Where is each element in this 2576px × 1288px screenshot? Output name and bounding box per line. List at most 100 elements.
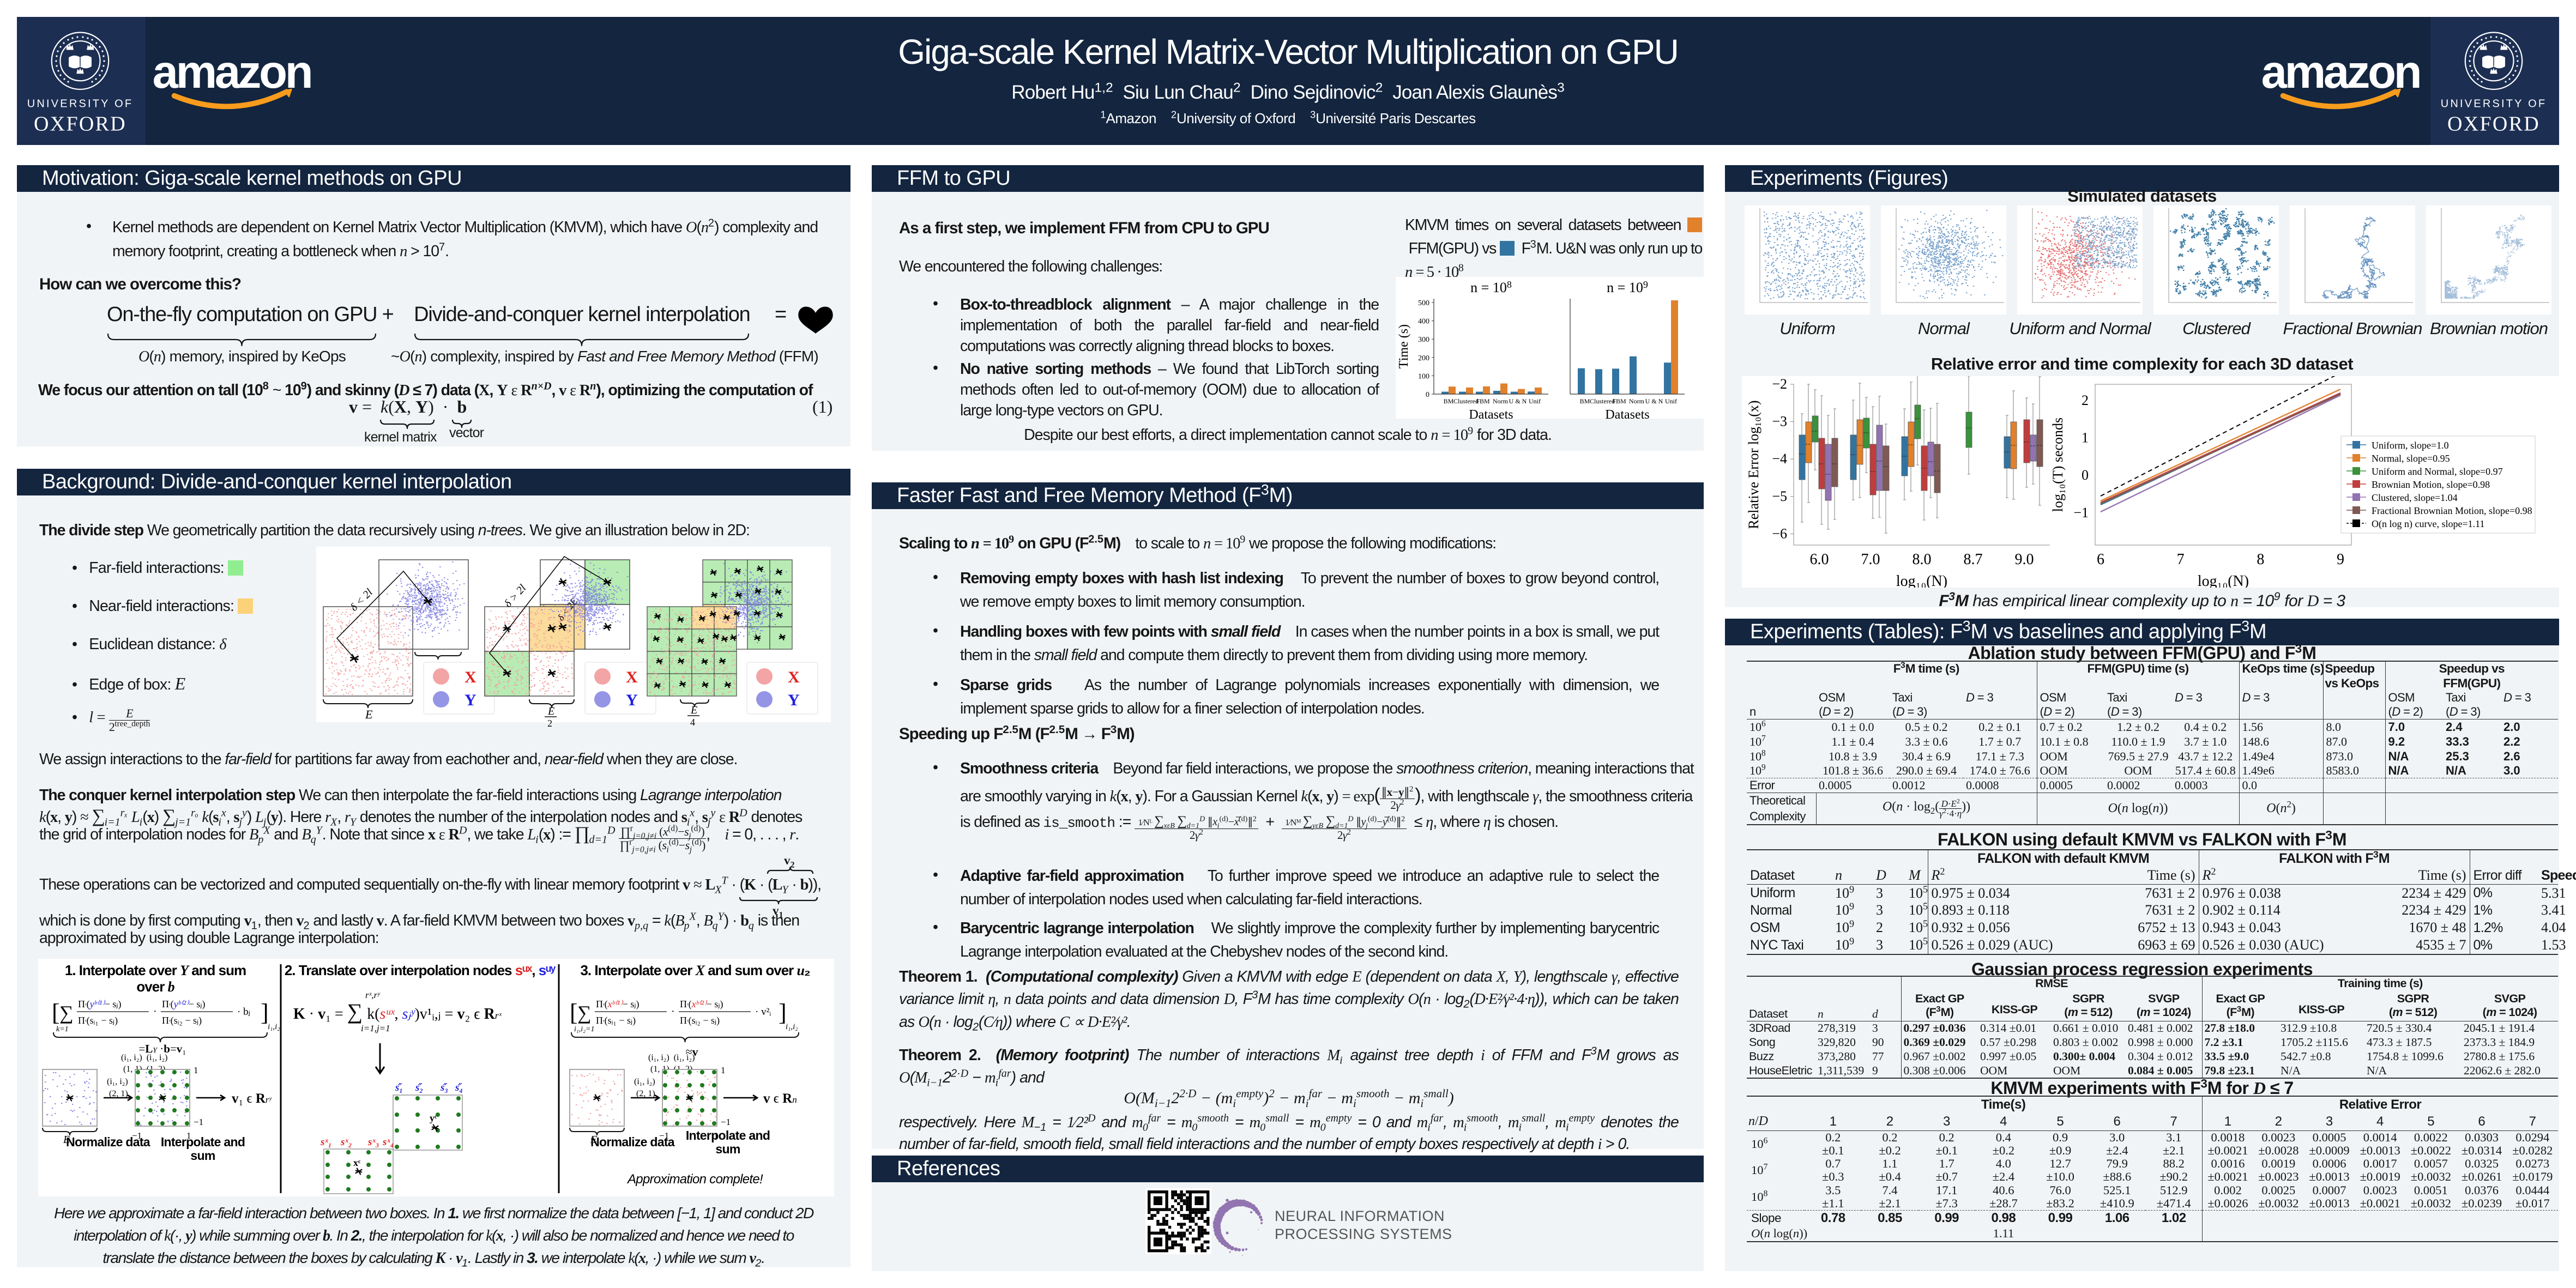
svg-text:O(n log n) curve, slope=1.11: O(n log n) curve, slope=1.11 xyxy=(2372,518,2484,530)
svg-text:−1: −1 xyxy=(194,1117,203,1127)
svg-text:Interpolate and: Interpolate and xyxy=(161,1135,245,1149)
svg-text:Πʳ(sᵢ₂ − sⱼ): Πʳ(sᵢ₂ − sⱼ) xyxy=(162,1015,202,1026)
svg-text:1: 1 xyxy=(194,1065,198,1075)
svg-text:Πʳ(sᵢ₁ − sⱼ): Πʳ(sᵢ₁ − sⱼ) xyxy=(596,1015,636,1026)
svg-text:log₁₀(N): log₁₀(N) xyxy=(2198,573,2249,588)
svg-text:v ϵ Rn: v ϵ Rn xyxy=(763,1091,797,1106)
svg-text:over b: over b xyxy=(136,978,174,995)
svg-text:1: 1 xyxy=(721,1065,726,1075)
svg-text:1: 1 xyxy=(186,1130,191,1141)
svg-text:sˣ₂: sˣ₂ xyxy=(340,1136,352,1148)
svg-text:∑: ∑ xyxy=(577,1002,592,1024)
svg-text:−1: −1 xyxy=(2073,505,2089,521)
svg-text:BM: BM xyxy=(1580,397,1590,405)
svg-text:7.0: 7.0 xyxy=(1861,551,1880,568)
svg-text:8.7: 8.7 xyxy=(1964,551,1983,568)
svg-text:v₁ ϵ Rrʸ: v₁ ϵ Rrʸ xyxy=(232,1091,273,1106)
svg-text:Approximation complete!: Approximation complete! xyxy=(626,1172,763,1187)
svg-text:−6: −6 xyxy=(1772,525,1787,541)
svg-text:]: ] xyxy=(261,999,269,1026)
svg-text:Ε: Ε xyxy=(547,705,554,717)
svg-text:−3: −3 xyxy=(1772,414,1787,430)
svg-text:3. Interpolate over X and sum: 3. Interpolate over X and sum over u₂ xyxy=(580,962,810,978)
svg-text:Y: Y xyxy=(464,691,476,709)
svg-text:FBM: FBM xyxy=(1476,397,1490,405)
svg-text:Clustered: Clustered xyxy=(1453,397,1479,405)
svg-text:BM: BM xyxy=(1444,397,1454,405)
svg-text:(2, 1): (2, 1) xyxy=(109,1089,128,1098)
svg-text:Ε: Ε xyxy=(365,708,373,721)
svg-text:Πʳ(sᵢ₁ − sⱼ): Πʳ(sᵢ₁ − sⱼ) xyxy=(78,1015,118,1026)
svg-text:OXFORD: OXFORD xyxy=(2447,112,2540,135)
svg-text:7: 7 xyxy=(2177,551,2185,568)
svg-text:Interpolate and: Interpolate and xyxy=(686,1128,770,1142)
svg-text:U & N: U & N xyxy=(1645,397,1663,405)
svg-text:log₁₀(T) seconds: log₁₀(T) seconds xyxy=(2050,418,2066,512)
svg-text:Clustered: Clustered xyxy=(1590,397,1615,405)
svg-text:·: · xyxy=(153,1006,157,1018)
svg-text:2: 2 xyxy=(2082,392,2089,408)
svg-text:Unif: Unif xyxy=(1529,397,1541,405)
svg-text:Norm: Norm xyxy=(1493,397,1509,405)
svg-text:−4: −4 xyxy=(1772,451,1787,467)
svg-text:300: 300 xyxy=(1418,336,1429,344)
svg-text:s᷀₄: s᷀₄ xyxy=(455,1082,463,1093)
svg-text:U & N: U & N xyxy=(1509,397,1527,405)
svg-text:Πʳ(xᵇ⁽²⁾− sⱼ): Πʳ(xᵇ⁽²⁾− sⱼ) xyxy=(680,999,723,1010)
svg-text:Brownian Motion, slope=0.98: Brownian Motion, slope=0.98 xyxy=(2372,479,2490,490)
svg-text:−1: −1 xyxy=(659,1130,669,1141)
svg-text:Clustered, slope=1.04: Clustered, slope=1.04 xyxy=(2372,492,2458,503)
svg-text:i₁,i₂: i₁,i₂ xyxy=(268,1023,280,1031)
svg-text:i=1,j=1: i=1,j=1 xyxy=(361,1023,390,1033)
svg-text:n = 109: n = 109 xyxy=(1607,279,1648,295)
svg-text:k=1: k=1 xyxy=(56,1025,69,1033)
svg-text:9: 9 xyxy=(2337,551,2344,568)
svg-text:1: 1 xyxy=(714,1130,719,1141)
svg-text:1. Interpolate over Y and sum: 1. Interpolate over Y and sum xyxy=(65,962,246,978)
svg-text:Fractional Brownian Motion, sl: Fractional Brownian Motion, slope=0.98 xyxy=(2372,505,2532,516)
svg-text:Datasets: Datasets xyxy=(1605,408,1649,419)
svg-text:∑: ∑ xyxy=(59,1002,74,1024)
svg-text:0: 0 xyxy=(2082,467,2089,483)
svg-text:UNIVERSITY OF: UNIVERSITY OF xyxy=(27,98,134,110)
svg-text:Time (s): Time (s) xyxy=(1397,324,1411,368)
svg-text:2. Translate over interpolatio: 2. Translate over interpolation nodes sᵘ… xyxy=(285,962,556,978)
svg-text:X: X xyxy=(464,668,476,686)
svg-text:FBM: FBM xyxy=(1612,397,1626,405)
svg-text:≈v: ≈v xyxy=(685,1045,698,1059)
svg-text:9.0: 9.0 xyxy=(2015,551,2034,568)
svg-text:UNIVERSITY OF: UNIVERSITY OF xyxy=(2441,98,2547,110)
svg-text:sˣ₃: sˣ₃ xyxy=(367,1136,379,1148)
svg-text:NEURAL INFORMATION: NEURAL INFORMATION xyxy=(1275,1208,1445,1224)
svg-text:i₁,i₂=1: i₁,i₂=1 xyxy=(574,1025,594,1033)
svg-text:(i₁, i₂): (i₁, i₂) xyxy=(107,1077,128,1086)
svg-text:6: 6 xyxy=(2097,551,2104,568)
svg-text:8.0: 8.0 xyxy=(1913,551,1932,568)
svg-text:]: ] xyxy=(779,999,787,1026)
svg-text:Normalize data: Normalize data xyxy=(66,1135,150,1149)
svg-text:2: 2 xyxy=(547,718,552,729)
svg-text:1: 1 xyxy=(2082,430,2089,446)
svg-text:400: 400 xyxy=(1418,318,1429,326)
svg-text:(i₁, i₂) (i₁, i₂): (i₁, i₂) (i₁, i₂) xyxy=(648,1053,695,1062)
svg-text:sum: sum xyxy=(190,1148,215,1163)
svg-text:−5: −5 xyxy=(1772,488,1787,504)
svg-text:500: 500 xyxy=(1418,299,1429,307)
svg-text:(i₁, i₂): (i₁, i₂) xyxy=(634,1077,655,1086)
svg-text:i₁,i₂: i₁,i₂ xyxy=(786,1023,798,1031)
svg-text:· v²ᵢ: · v²ᵢ xyxy=(755,1006,771,1018)
svg-text:s᷀₃: s᷀₃ xyxy=(440,1082,448,1093)
svg-text:K · v₁ = ∑k(sᵘˣ, sⱼʸ)v¹ᵢ,ⱼ = v: K · v₁ = ∑ k(sᵘˣ, sⱼʸ)v¹ᵢ,ⱼ = v₂ ϵ Rrˣ xyxy=(293,999,502,1024)
svg-text:Πʳ(sᵢ₂ − sⱼ): Πʳ(sᵢ₂ − sⱼ) xyxy=(680,1015,720,1026)
svg-text:Y: Y xyxy=(626,691,638,709)
svg-text:4: 4 xyxy=(690,717,695,728)
svg-text:100: 100 xyxy=(1418,372,1429,380)
svg-text:−2: −2 xyxy=(1772,376,1787,392)
svg-text:[: [ xyxy=(52,999,60,1026)
svg-text:Πʳ(xᵇ⁽¹⁾− sⱼ): Πʳ(xᵇ⁽¹⁾− sⱼ) xyxy=(596,999,639,1010)
svg-text:Y: Y xyxy=(788,691,800,709)
svg-text:PROCESSING SYSTEMS: PROCESSING SYSTEMS xyxy=(1275,1226,1452,1242)
svg-text:Normalize data: Normalize data xyxy=(590,1135,675,1149)
svg-text:X: X xyxy=(788,668,800,686)
svg-text:·: · xyxy=(671,1006,675,1018)
